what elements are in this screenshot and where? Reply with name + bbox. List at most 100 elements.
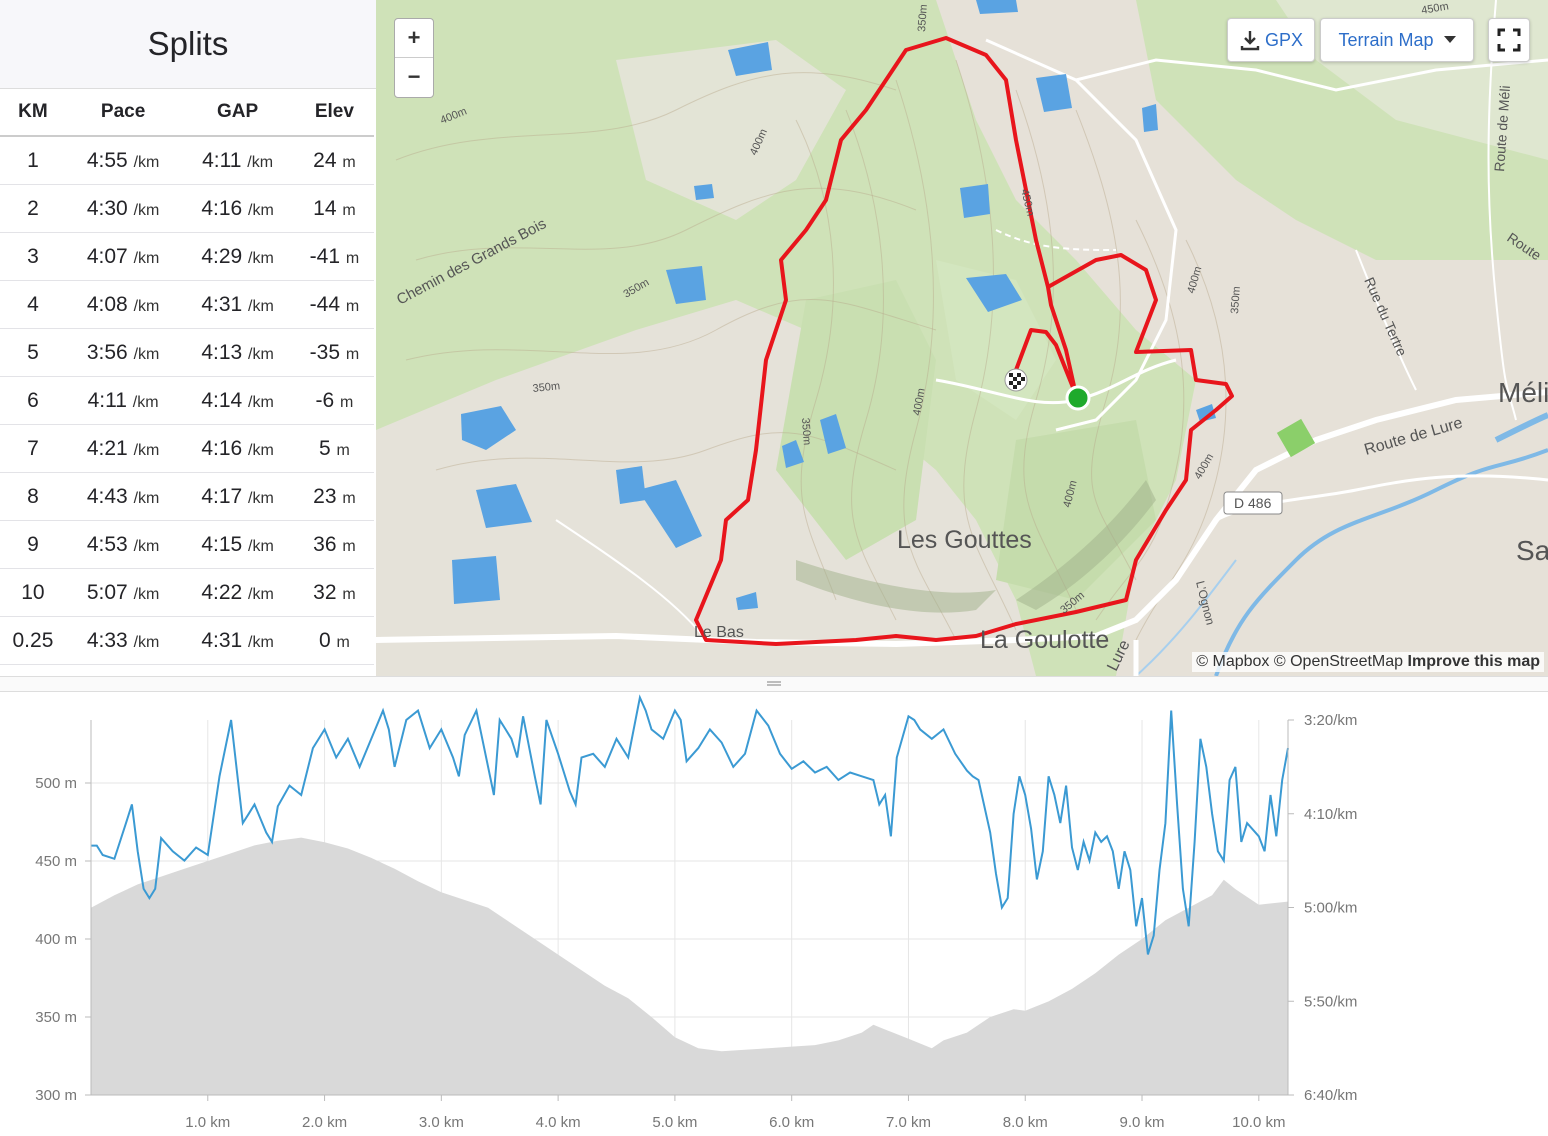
fullscreen-button[interactable] (1488, 18, 1530, 62)
split-gap-value: 4:31 (201, 292, 243, 316)
road-shield-label: D 486 (1234, 495, 1272, 511)
split-gap-value: 4:16 (201, 196, 243, 220)
split-row[interactable]: 3 4:07 /km 4:29 /km -41 m (0, 232, 374, 281)
zoom-control: + − (394, 18, 434, 98)
split-elev-value: 0 (318, 628, 331, 652)
split-row[interactable]: 7 4:21 /km 4:16 /km 5 m (0, 424, 374, 473)
split-gap: 4:31 /km (180, 280, 295, 329)
gpx-download-button[interactable]: GPX (1227, 18, 1315, 62)
resize-handle[interactable] (0, 676, 1548, 692)
y-left-tick-label: 500 m (35, 775, 77, 792)
split-pace: 5:07 /km (65, 568, 181, 617)
split-gap: 4:11 /km (180, 136, 295, 185)
river (1135, 559, 1237, 676)
split-elev: -41 m (294, 232, 374, 281)
split-pace-value: 4:21 (86, 436, 128, 460)
svg-text:350m: 350m (799, 417, 813, 445)
split-pace: 4:53 /km (65, 520, 181, 569)
split-km: 2 (0, 184, 66, 233)
split-gap-value: 4:13 (201, 340, 243, 364)
split-gap-value: 4:29 (201, 244, 243, 268)
split-gap-unit: /km (248, 537, 274, 555)
river (1494, 412, 1548, 443)
map-type-dropdown[interactable]: Terrain Map (1320, 18, 1474, 62)
split-km: 6 (0, 376, 66, 425)
pace-line (91, 694, 1289, 955)
road-label: Route de Méli (1491, 85, 1513, 172)
split-elev: -35 m (294, 328, 374, 377)
split-km-value: 3 (27, 244, 39, 268)
route-map[interactable]: Les Gouttes La Goulotte Le Bas Méli Sa C… (376, 0, 1548, 676)
split-elev-value: 23 (313, 484, 337, 508)
splits-body: 1 4:55 /km 4:11 /km 24 m 2 4:30 /km 4:16 /km 14… (0, 136, 374, 665)
start-marker[interactable] (1065, 385, 1091, 411)
split-row[interactable]: 1 4:55 /km 4:11 /km 24 m (0, 136, 374, 185)
split-gap-unit: /km (248, 201, 274, 219)
svg-text:450m: 450m (1420, 0, 1449, 17)
zoom-in-button[interactable]: + (395, 19, 433, 58)
split-pace: 4:21 /km (65, 424, 181, 473)
y-right-tick-label: 4:10/km (1304, 806, 1357, 823)
split-pace-value: 4:33 (86, 628, 128, 652)
map-attribution: © Mapbox © OpenStreetMap Improve this ma… (1192, 652, 1544, 672)
x-tick-label: 5.0 km (652, 1114, 697, 1131)
contour-lines (395, 59, 1227, 641)
split-pace: 4:33 /km (65, 616, 181, 665)
split-elev-unit: m (336, 441, 350, 459)
download-icon (1240, 31, 1260, 51)
column-header: KM (0, 89, 66, 137)
place-label: Le Bas (694, 624, 744, 641)
split-km-value: 4 (27, 292, 39, 316)
split-gap-value: 4:22 (201, 580, 243, 604)
split-gap-value: 4:17 (201, 484, 243, 508)
split-gap-value: 4:14 (201, 388, 243, 412)
split-row[interactable]: 5 3:56 /km 4:13 /km -35 m (0, 328, 374, 377)
svg-text:350m: 350m (1229, 286, 1243, 314)
split-row[interactable]: 9 4:53 /km 4:15 /km 36 m (0, 520, 374, 569)
x-tick-label: 10.0 km (1232, 1114, 1285, 1131)
map-canvas[interactable]: Les Gouttes La Goulotte Le Bas Méli Sa C… (376, 0, 1548, 676)
split-row[interactable]: 6 4:11 /km 4:14 /km -6 m (0, 376, 374, 425)
split-pace-unit: /km (133, 153, 160, 171)
zoom-out-button[interactable]: − (407, 64, 421, 89)
finish-marker[interactable] (1004, 368, 1028, 392)
split-km-value: 0.25 (12, 628, 54, 652)
split-pace-unit: /km (133, 441, 160, 459)
drag-handle-icon (767, 681, 781, 686)
column-header: Elev (294, 89, 374, 137)
improve-map-link[interactable]: Improve this map (1407, 653, 1540, 670)
split-row[interactable]: 0.25 4:33 /km 4:31 /km 0 m (0, 616, 374, 665)
y-right-tick-label: 5:50/km (1304, 993, 1357, 1010)
place-label: Sa (1516, 535, 1548, 566)
split-gap: 4:16 /km (180, 184, 295, 233)
split-row[interactable]: 4 4:08 /km 4:31 /km -44 m (0, 280, 374, 329)
split-gap-value: 4:11 (202, 148, 242, 172)
elevation-pace-chart[interactable]: 1.0 km 2.0 km 3.0 km 4.0 km 5.0 km 6.0 km 7.0 … (0, 690, 1548, 1136)
column-header: GAP (180, 89, 295, 137)
split-pace-unit: /km (133, 345, 160, 363)
split-elev-value: 36 (313, 532, 337, 556)
split-row[interactable]: 10 5:07 /km 4:22 /km 32 m (0, 568, 374, 617)
caret-down-icon (1443, 36, 1456, 43)
split-pace: 4:30 /km (65, 184, 181, 233)
split-gap-value: 4:31 (201, 628, 243, 652)
open-area (616, 40, 846, 220)
split-km-value: 10 (21, 580, 45, 604)
split-gap-value: 4:16 (201, 436, 243, 460)
split-km: 3 (0, 232, 66, 281)
split-gap-unit: /km (248, 441, 274, 459)
split-pace-value: 4:53 (86, 532, 128, 556)
split-km: 8 (0, 472, 66, 521)
split-row[interactable]: 8 4:43 /km 4:17 /km 23 m (0, 472, 374, 521)
split-pace-value: 4:08 (86, 292, 128, 316)
split-row[interactable]: 2 4:30 /km 4:16 /km 14 m (0, 184, 374, 233)
split-km: 1 (0, 136, 66, 185)
svg-text:350m: 350m (916, 4, 930, 32)
split-km: 7 (0, 424, 66, 473)
gpx-label: GPX (1264, 29, 1303, 50)
split-km: 0.25 (0, 616, 66, 665)
split-gap: 4:16 /km (180, 424, 295, 473)
split-pace: 4:55 /km (65, 136, 181, 185)
split-gap: 4:31 /km (180, 616, 295, 665)
split-elev-unit: m (342, 201, 356, 219)
